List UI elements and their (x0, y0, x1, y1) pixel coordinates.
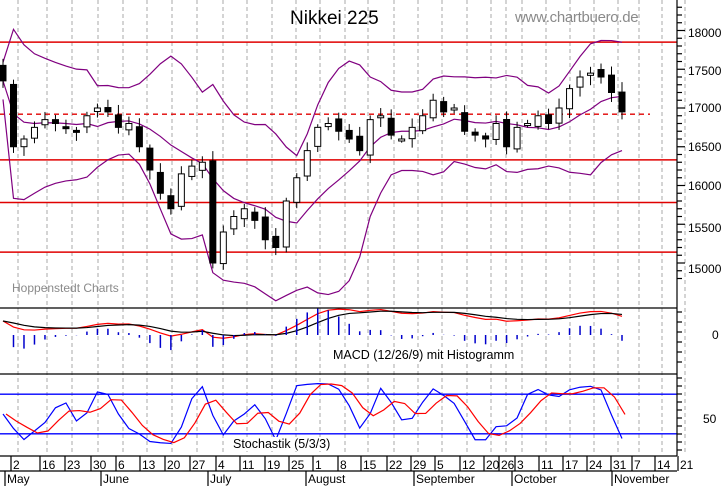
macd-label: MACD (12/26/9) mit Histogramm (332, 348, 516, 362)
month-tick: October (514, 472, 557, 486)
chart-title: Nikkei 225 (290, 8, 379, 29)
y-tick-18000: 18000 (688, 26, 722, 40)
date-tick: 12 (462, 458, 476, 472)
stoch-50-tick: 50 (703, 412, 717, 426)
date-tick: 19 (267, 458, 281, 472)
date-tick: 30 (93, 458, 107, 472)
date-tick: 20 (486, 458, 500, 472)
y-tick-15500: 15500 (688, 221, 722, 235)
y-tick-17500: 17500 (688, 64, 722, 78)
date-tick: 1 (315, 458, 322, 472)
date-tick: 17 (565, 458, 579, 472)
source-label: Hoppenstedt Charts (12, 281, 119, 295)
month-tick: November (614, 472, 670, 486)
date-tick: 23 (67, 458, 81, 472)
vertical-gridlines (17, 0, 686, 455)
stochastic-label: Stochastik (5/3/3) (232, 437, 332, 451)
candlesticks (0, 58, 626, 270)
date-tick: 13 (142, 458, 156, 472)
price-reference-lines (0, 41, 677, 253)
axes (0, 0, 685, 486)
date-tick: 8 (340, 458, 347, 472)
date-tick: 29 (413, 458, 427, 472)
date-tick: 25 (291, 458, 305, 472)
month-tick: September (416, 472, 475, 486)
date-tick: 26 (501, 458, 515, 472)
y-tick-16500: 16500 (688, 140, 722, 154)
date-tick: 20 (167, 458, 181, 472)
month-tick: June (103, 472, 130, 486)
date-tick: 31 (613, 458, 627, 472)
date-tick: 4 (218, 458, 225, 472)
date-tick: 6 (118, 458, 125, 472)
date-tick: 7 (634, 458, 641, 472)
date-tick: 14 (657, 458, 671, 472)
y-tick-15000: 15000 (688, 262, 722, 276)
date-tick: 5 (437, 458, 444, 472)
date-tick: 11 (242, 458, 255, 472)
date-tick: 15 (363, 458, 377, 472)
date-tick: 2 (13, 458, 20, 472)
date-tick: 24 (589, 458, 603, 472)
month-tick: August (308, 472, 346, 486)
stochastic-panel (0, 383, 677, 445)
date-tick: 16 (42, 458, 56, 472)
date-tick: 3 (517, 458, 524, 472)
y-tick-17000: 17000 (688, 101, 722, 115)
month-tick: May (7, 472, 30, 486)
date-tick: 21 (680, 458, 694, 472)
date-tick: 27 (192, 458, 206, 472)
macd-zero-tick: 0 (712, 328, 719, 342)
date-tick: 11 (541, 458, 554, 472)
bollinger-bands (2, 27, 623, 302)
month-tick: July (210, 472, 232, 486)
y-tick-16000: 16000 (688, 179, 722, 193)
watermark: www.chartbuero.de (515, 9, 639, 26)
macd-panel (2, 308, 623, 351)
date-tick: 22 (389, 458, 403, 472)
